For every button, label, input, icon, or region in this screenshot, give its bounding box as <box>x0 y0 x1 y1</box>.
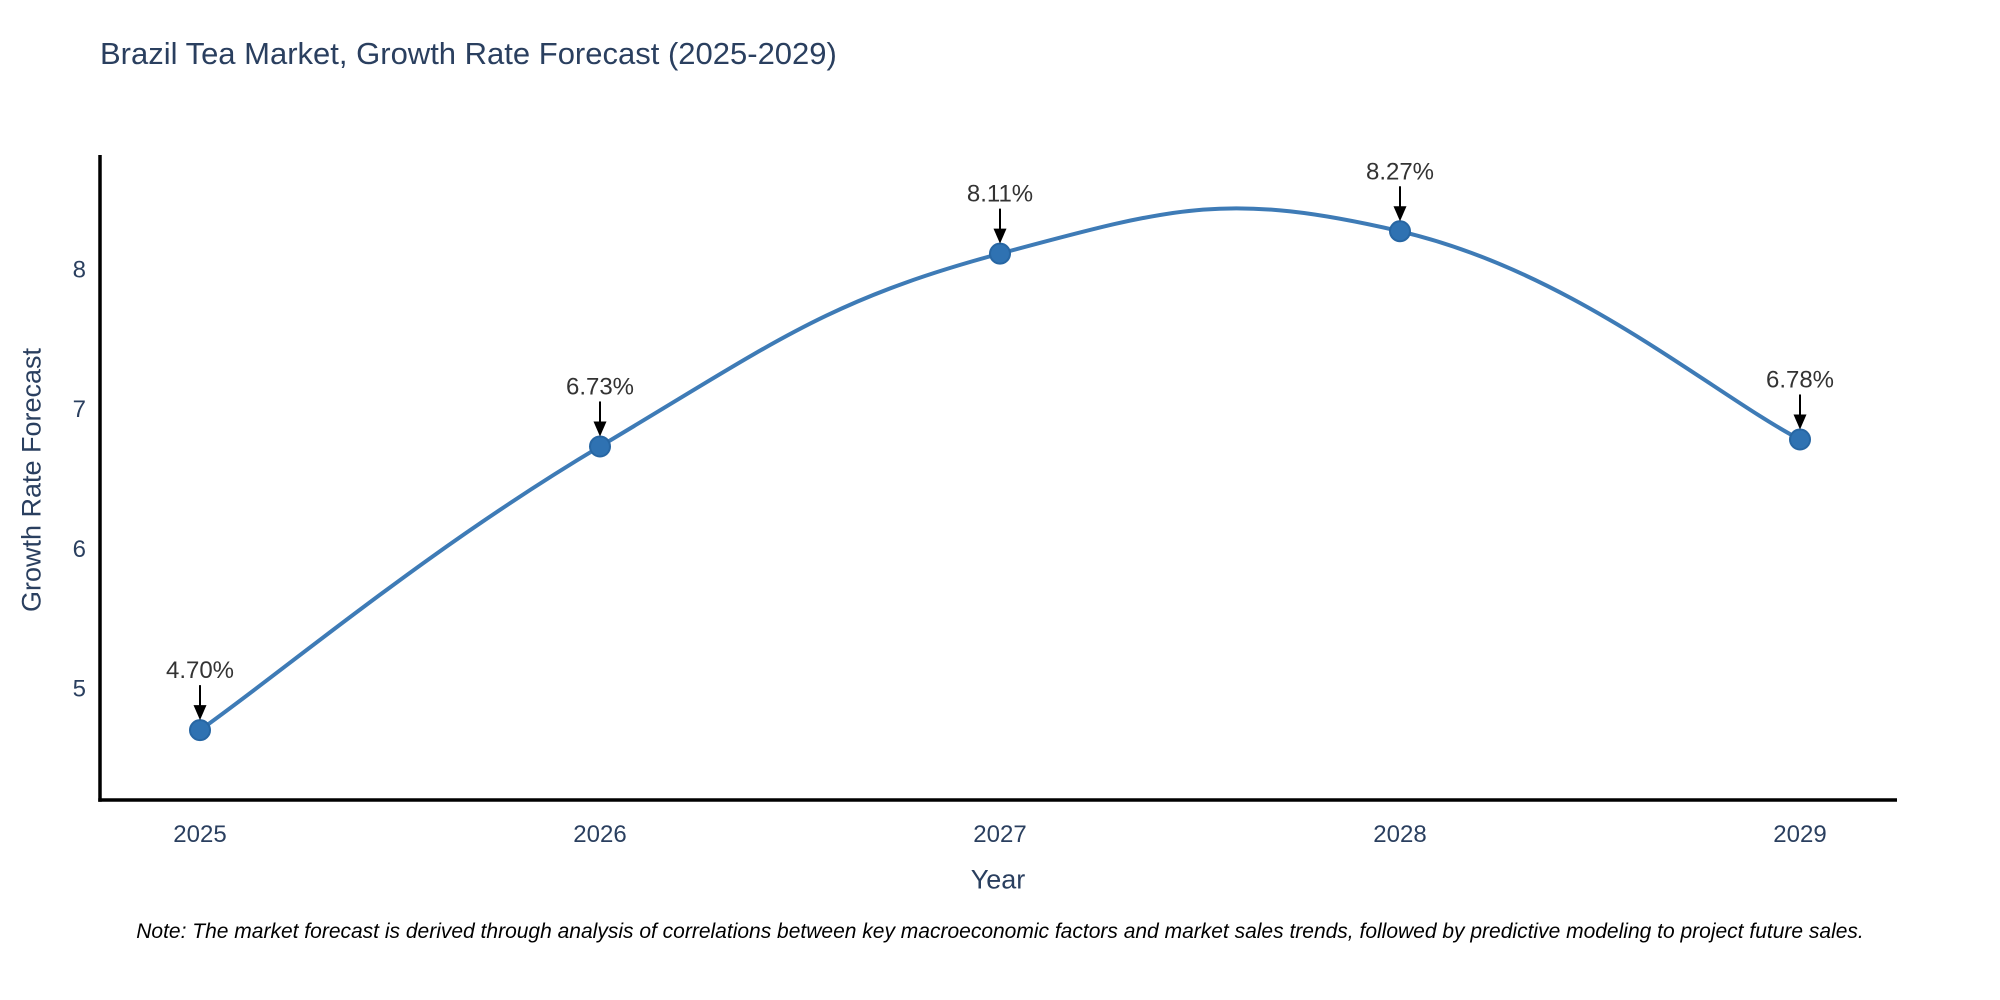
chart-title: Brazil Tea Market, Growth Rate Forecast … <box>100 36 837 71</box>
data-point-marker <box>189 719 211 742</box>
annotation-arrow-head <box>993 228 1007 244</box>
data-point-marker <box>1389 220 1411 243</box>
y-tick-label: 8 <box>73 256 86 283</box>
x-tick-label: 2026 <box>573 821 626 848</box>
annotation-arrow-head <box>1793 414 1807 430</box>
series-line <box>198 206 1802 733</box>
y-tick-label: 5 <box>73 676 86 703</box>
x-tick-label: 2028 <box>1373 821 1426 848</box>
x-axis-title: Year <box>970 864 1026 895</box>
footnote: Note: The market forecast is derived thr… <box>136 920 1864 943</box>
annotation-arrow-head <box>1393 206 1407 222</box>
data-point-label: 8.11% <box>967 181 1033 208</box>
x-tick-label: 2027 <box>973 821 1026 848</box>
data-point-label: 6.73% <box>566 373 634 400</box>
y-tick-label: 6 <box>73 536 86 563</box>
x-tick-label: 2025 <box>173 821 226 848</box>
data-point-marker <box>989 242 1011 265</box>
x-tick-label: 2029 <box>1773 821 1826 848</box>
data-point-label: 4.70% <box>166 657 234 684</box>
annotation-arrow-head <box>193 705 207 721</box>
data-point-label: 6.78% <box>1766 366 1834 393</box>
annotation-arrow-head <box>593 421 607 437</box>
data-point-marker <box>589 435 611 458</box>
data-point-label: 8.27% <box>1366 158 1434 185</box>
data-point-marker <box>1789 428 1811 451</box>
y-tick-label: 7 <box>73 396 86 423</box>
